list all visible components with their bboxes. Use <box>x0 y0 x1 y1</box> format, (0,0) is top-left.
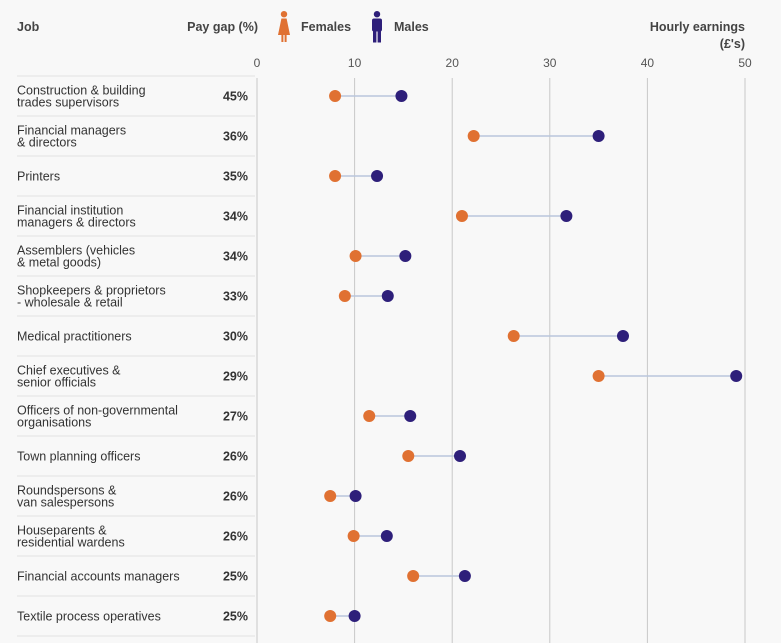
job-label: Roundspersons & van salespersons <box>17 484 117 510</box>
male-earnings-point <box>380 530 393 542</box>
legend-males-label: Males <box>394 20 429 34</box>
job-label: Textile process operatives <box>17 610 161 624</box>
male-earnings-point <box>560 210 573 222</box>
chart-row: Construction & building trades supervisor… <box>17 75 408 110</box>
pay-gap-value: 30% <box>223 330 248 344</box>
pay-gap-value: 34% <box>223 210 248 224</box>
job-label: Financial managers & directors <box>17 124 126 150</box>
male-earnings-point <box>381 290 394 302</box>
female-earnings-point <box>407 570 420 582</box>
x-axis-title-line2: (£'s) <box>720 37 745 51</box>
chart-row: Printers 35% <box>17 155 384 184</box>
male-earnings-point <box>454 450 467 462</box>
x-tick-label: 30 <box>543 56 557 70</box>
female-earnings-point <box>402 450 415 462</box>
female-earnings-point <box>324 490 337 502</box>
pay-gap-value: 35% <box>223 170 248 184</box>
chart-row: Medical practitioners 30% <box>17 315 629 344</box>
pay-gap-value: 34% <box>223 250 248 264</box>
male-earnings-point <box>404 410 417 422</box>
gridlines <box>256 78 746 643</box>
job-label: Shopkeepers & proprietors - wholesale & r… <box>17 284 166 310</box>
pay-gap-value: 33% <box>223 290 248 304</box>
male-person-icon <box>372 11 382 43</box>
male-earnings-point <box>617 330 629 342</box>
job-label: Medical practitioners <box>17 330 132 344</box>
chart-row: Officers of non-governmental organisation… <box>17 395 417 430</box>
female-person-icon <box>278 11 290 42</box>
female-earnings-point <box>592 370 605 382</box>
x-tick-label: 0 <box>254 56 261 70</box>
chart-row: Financial institution managers & director… <box>17 195 573 230</box>
legend-females-label: Females <box>301 20 351 34</box>
male-earnings-point <box>348 610 361 622</box>
pay-gap-column-header: Pay gap (%) <box>187 20 258 34</box>
female-earnings-point <box>349 250 362 262</box>
male-earnings-point <box>592 130 605 142</box>
pay-gap-value: 25% <box>223 570 248 584</box>
job-column-header: Job <box>17 20 40 34</box>
male-earnings-point <box>371 170 384 182</box>
pay-gap-value: 26% <box>223 490 248 504</box>
chart-row: Roundspersons & van salespersons 26% <box>17 475 362 510</box>
pay-gap-value: 25% <box>223 610 248 624</box>
female-earnings-point <box>338 290 351 302</box>
pay-gap-value: 26% <box>223 450 248 464</box>
job-label: Houseparents & residential wardens <box>17 524 125 550</box>
chart-row: Chief executives & senior officials 29% <box>17 355 743 390</box>
job-label: Officers of non-governmental organisation… <box>17 404 178 430</box>
pay-gap-value: 27% <box>223 410 248 424</box>
x-tick-label: 40 <box>641 56 655 70</box>
male-earnings-point <box>458 570 471 582</box>
chart-row: Assemblers (vehicles & metal goods) 34% <box>17 235 412 270</box>
job-label: Printers <box>17 170 60 184</box>
job-label: Chief executives & senior officials <box>17 364 121 390</box>
female-earnings-point <box>329 90 342 102</box>
x-tick-label: 20 <box>446 56 460 70</box>
x-tick-label: 10 <box>348 56 362 70</box>
chart-row: Textile process operatives 25% <box>17 595 361 624</box>
job-label: Construction & building trades supervisor… <box>17 84 146 110</box>
male-earnings-point <box>399 250 412 262</box>
x-axis-ticks: 0 10 20 30 40 50 <box>254 56 752 70</box>
male-earnings-point <box>349 490 362 502</box>
chart-row: Houseparents & residential wardens 26% <box>17 515 393 550</box>
chart-rows: Construction & building trades supervisor… <box>17 75 743 637</box>
male-earnings-point <box>730 370 743 382</box>
job-label: Assemblers (vehicles & metal goods) <box>17 244 135 270</box>
chart-row: Financial accounts managers 25% <box>17 555 471 584</box>
chart-row: Town planning officers 26% <box>17 435 467 464</box>
job-label: Financial institution managers & director… <box>17 204 136 230</box>
female-earnings-point <box>507 330 520 342</box>
female-earnings-point <box>324 610 337 622</box>
job-label: Town planning officers <box>17 450 140 464</box>
chart-row: Shopkeepers & proprietors - wholesale & r… <box>17 275 394 310</box>
female-earnings-point <box>347 530 360 542</box>
female-earnings-point <box>363 410 376 422</box>
male-earnings-point <box>395 90 408 102</box>
x-axis-title-line1: Hourly earnings <box>650 20 745 34</box>
x-tick-label: 50 <box>738 56 752 70</box>
female-earnings-point <box>455 210 468 222</box>
female-earnings-point <box>467 130 480 142</box>
pay-gap-value: 29% <box>223 370 248 384</box>
chart-row: Financial managers & directors 36% <box>17 115 605 150</box>
female-earnings-point <box>329 170 342 182</box>
pay-gap-value: 26% <box>223 530 248 544</box>
pay-gap-value: 45% <box>223 90 248 104</box>
job-label: Financial accounts managers <box>17 570 180 584</box>
pay-gap-value: 36% <box>223 130 248 144</box>
